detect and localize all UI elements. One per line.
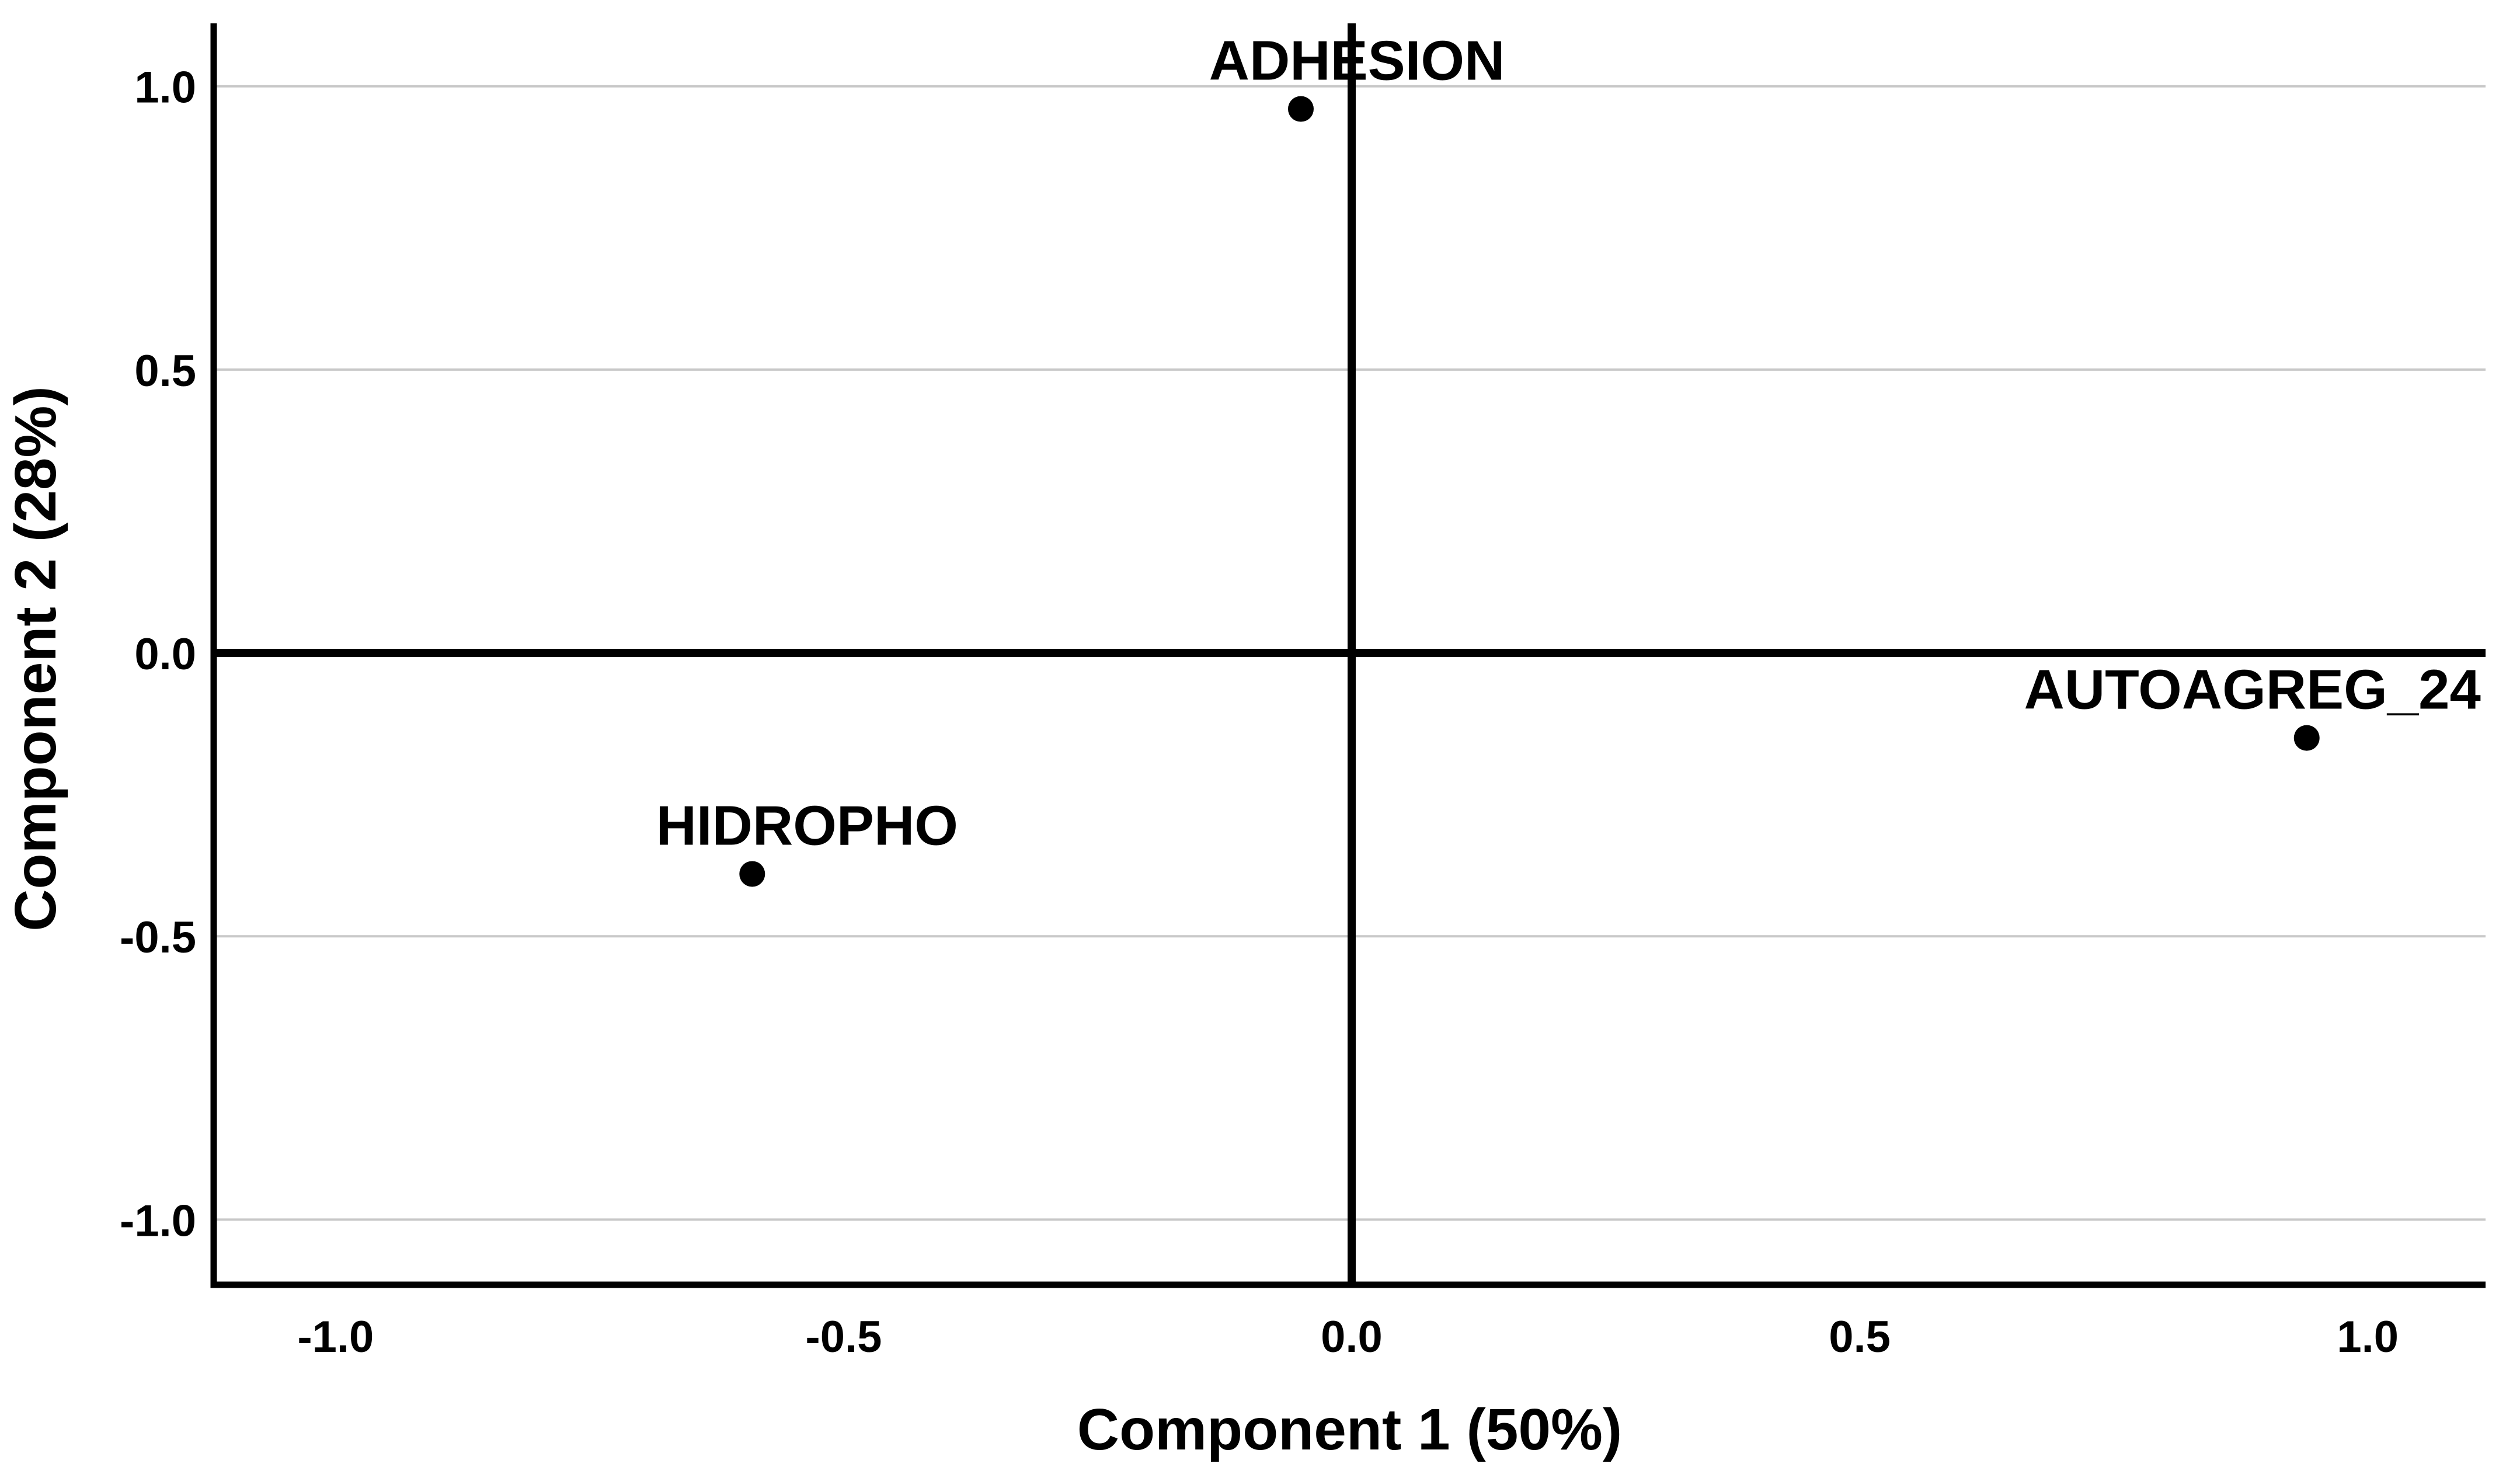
x-axis-title: Component 1 (50%) bbox=[1077, 1397, 1622, 1462]
point-label: HIDROPHO bbox=[656, 794, 958, 857]
y-tick-label: 0.0 bbox=[134, 630, 196, 679]
data-point bbox=[739, 861, 765, 887]
data-point bbox=[2293, 725, 2320, 751]
y-tick-label: 1.0 bbox=[134, 63, 196, 113]
y-tick-label: -0.5 bbox=[120, 913, 196, 962]
point-label: AUTOAGREG_24 bbox=[2024, 659, 2481, 721]
x-tick-label: -0.5 bbox=[805, 1312, 882, 1362]
y-tick-label: 0.5 bbox=[134, 346, 196, 396]
y-axis-title: Component 2 (28%) bbox=[3, 386, 68, 931]
x-tick-label: 0.5 bbox=[1829, 1312, 1891, 1362]
x-tick-label: 0.0 bbox=[1321, 1312, 1383, 1362]
x-tick-label: -1.0 bbox=[297, 1312, 374, 1362]
point-label: ADHESION bbox=[1209, 30, 1505, 92]
data-point bbox=[1287, 96, 1314, 122]
y-tick-label: -1.0 bbox=[120, 1196, 196, 1246]
x-tick-label: 1.0 bbox=[2337, 1312, 2399, 1362]
